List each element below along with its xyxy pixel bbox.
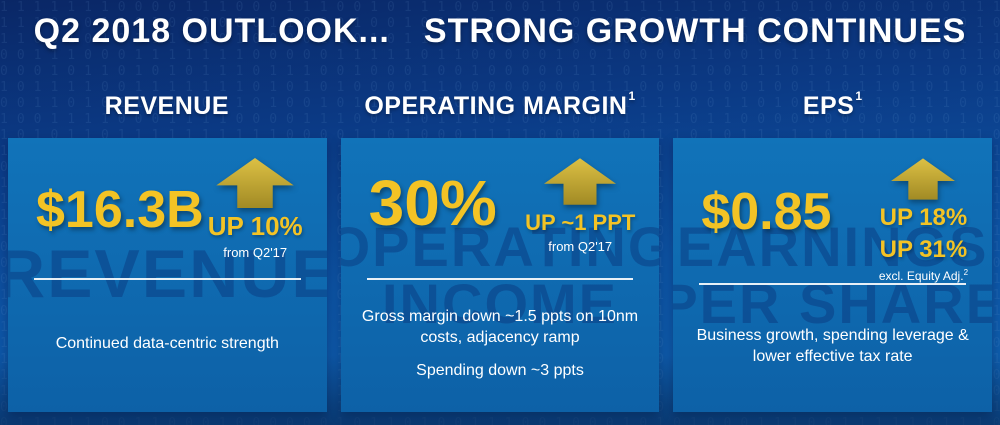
eps-card-top: $0.85 UP 18 xyxy=(673,138,992,283)
revenue-card: REVENUE $16.3B xyxy=(8,138,327,412)
eps-card: EARNINGS PER SHARE $0.85 xyxy=(673,138,993,412)
revenue-from-label: from Q2'17 xyxy=(223,245,288,260)
up-arrow-icon xyxy=(544,158,617,205)
operating-margin-header-label: OPERATING MARGIN xyxy=(364,92,628,120)
operating-margin-from-label: from Q2'17 xyxy=(548,239,613,254)
eps-up-label: UP 18% xyxy=(879,204,968,231)
operating-margin-card-top: 30% UP ~1 P xyxy=(341,138,660,278)
eps-column: EPS 1 EARNINGS PER SHARE $0.85 xyxy=(673,86,993,412)
revenue-value: $16.3B xyxy=(36,181,204,239)
slide-title-right: STRONG GROWTH CONTINUES xyxy=(423,12,967,50)
revenue-body-text: Continued data-centric strength xyxy=(55,334,279,352)
slide-title-left: Q2 2018 OUTLOOK... xyxy=(33,12,390,50)
revenue-divider xyxy=(34,278,301,281)
eps-note-footnote: 2 xyxy=(963,268,969,277)
operating-margin-up-label: UP ~1 PPT xyxy=(525,210,636,235)
eps-note-text: excl. Equity Adj. xyxy=(878,269,964,283)
eps-up-group: UP 18% UP 31% excl. Equity Adj.2 xyxy=(879,158,968,283)
revenue-card-top: $16.3B UP 1 xyxy=(8,138,327,278)
revenue-card-bottom: Continued data-centric strength xyxy=(8,280,327,412)
up-arrow-icon xyxy=(891,158,956,200)
eps-up-label-2: UP 31% xyxy=(879,236,968,263)
kpi-columns: REVENUE REVENUE $16.3B xyxy=(8,86,993,412)
eps-note-label: excl. Equity Adj.2 xyxy=(879,268,968,283)
operating-margin-value: 30% xyxy=(368,167,497,239)
eps-body-text: Business growth, spending leverage & low… xyxy=(696,326,969,365)
operating-margin-header: OPERATING MARGIN 1 xyxy=(341,86,660,138)
eps-divider xyxy=(699,283,967,285)
eps-header-footnote: 1 xyxy=(855,89,863,103)
operating-margin-up-group: UP ~1 PPT from Q2'17 xyxy=(525,158,635,278)
eps-header: EPS 1 xyxy=(673,86,992,138)
operating-margin-body-text: Gross margin down ~1.5 ppts on 10nm cost… xyxy=(361,307,639,346)
operating-margin-divider xyxy=(366,278,634,281)
eps-value: $0.85 xyxy=(701,183,832,241)
eps-card-bottom: Business growth, spending leverage & low… xyxy=(673,285,992,412)
operating-margin-header-footnote: 1 xyxy=(628,89,636,103)
operating-margin-card-bottom: Gross margin down ~1.5 ppts on 10nm cost… xyxy=(341,280,660,412)
revenue-up-label: UP 10% xyxy=(207,211,303,241)
revenue-up-group: UP 10% from Q2'17 xyxy=(208,158,303,278)
operating-margin-card: OPERATING INCOME 30% xyxy=(340,138,660,412)
revenue-column: REVENUE REVENUE $16.3B xyxy=(8,86,327,412)
operating-margin-body-text-2: Spending down ~3 ppts xyxy=(416,361,584,379)
slide-title: Q2 2018 OUTLOOK... STRONG GROWTH CONTINU… xyxy=(0,12,1000,51)
revenue-header-label: REVENUE xyxy=(104,92,230,120)
up-arrow-icon xyxy=(216,158,294,208)
eps-header-label: EPS xyxy=(802,92,855,120)
operating-margin-column: OPERATING MARGIN 1 OPERATING INCOME 30% xyxy=(340,86,660,412)
revenue-header: REVENUE xyxy=(8,86,327,138)
